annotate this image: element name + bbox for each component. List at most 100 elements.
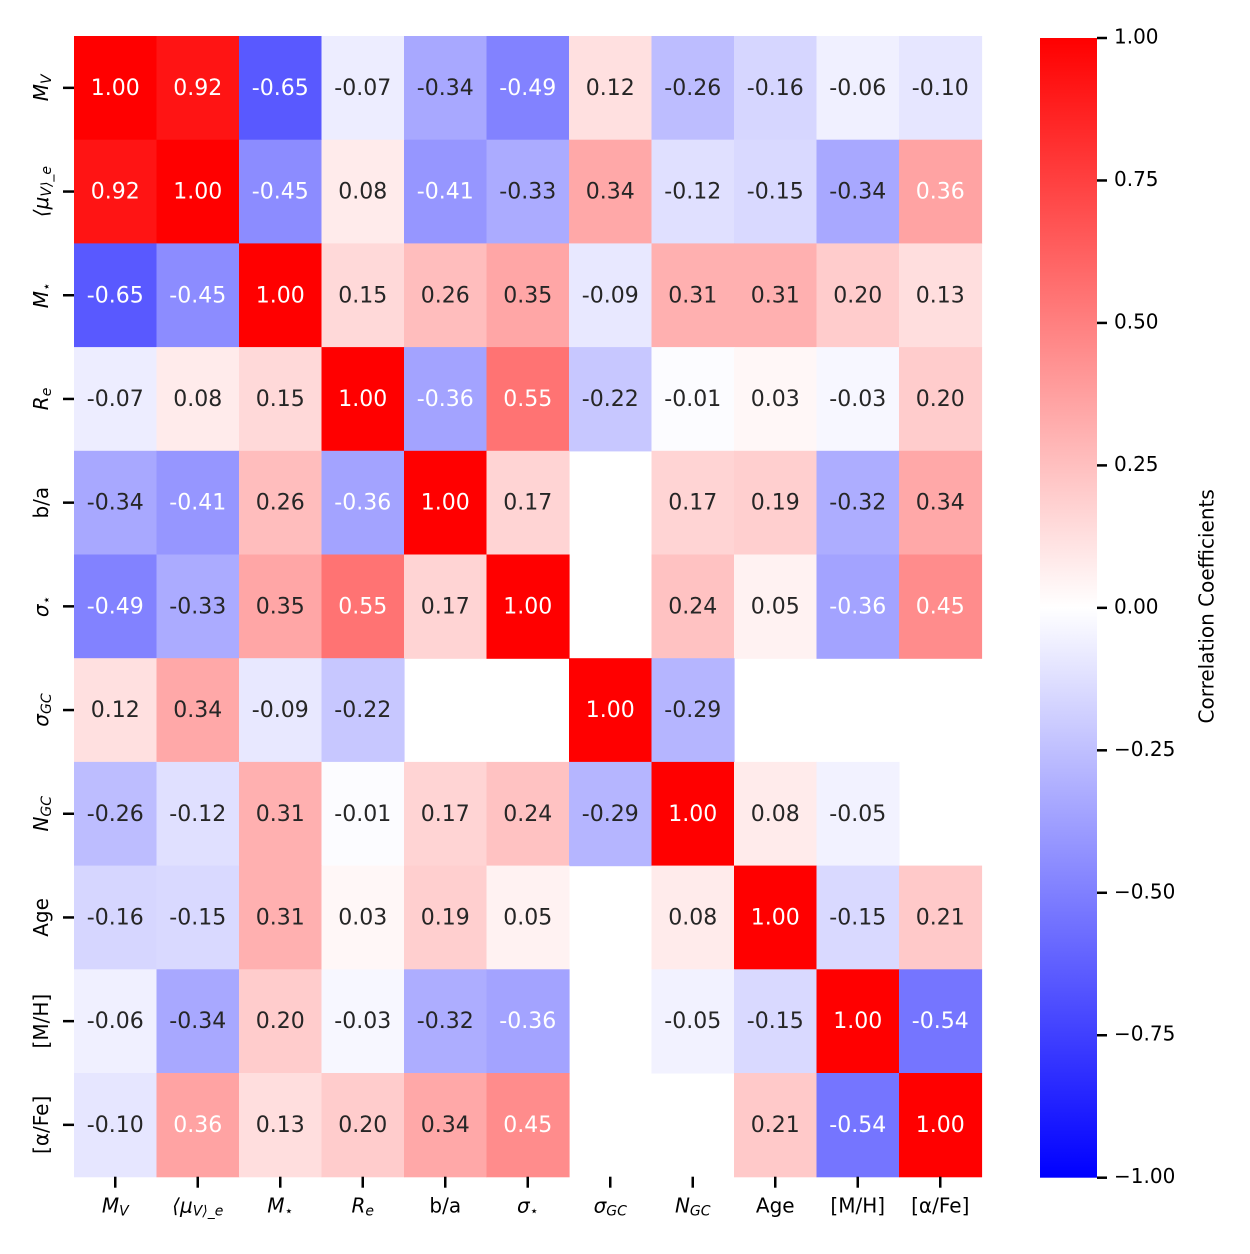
heatmap-cell (486, 865, 570, 970)
heatmap-cell (569, 658, 653, 763)
cell-value-label: -0.45 (252, 180, 309, 205)
heatmap-cell (486, 450, 570, 556)
cell-value-label: 1.00 (421, 491, 470, 516)
cell-value-label: -0.36 (499, 1009, 556, 1034)
cell-value-label: -0.15 (169, 905, 226, 930)
cell-value-label: -0.41 (417, 180, 474, 205)
heatmap-cell (404, 450, 488, 556)
heatmap-cell (321, 450, 405, 556)
cell-value-label: 0.12 (586, 76, 635, 101)
heatmap-cell (74, 347, 158, 452)
cell-value-label: 0.05 (751, 594, 800, 619)
cell-value-label: 0.26 (256, 491, 305, 516)
cell-value-label: 0.17 (421, 802, 470, 827)
heatmap-cell (899, 450, 983, 556)
cell-value-label: 0.08 (338, 180, 387, 205)
cell-value-label: 0.20 (833, 283, 882, 308)
cell-value-label: 0.13 (916, 283, 965, 308)
colorbar-tick-label: −1.00 (1114, 1164, 1175, 1188)
cell-value-label: -0.07 (87, 387, 144, 412)
heatmap-cell (404, 969, 488, 1074)
heatmap-cell (74, 450, 158, 556)
heatmap-cell (569, 347, 653, 452)
cell-value-label: 0.03 (751, 387, 800, 412)
colorbar-ticks: 1.00 0.75 0.50 0.25 0.00 −0.25 −0.50 −0.75 −1.00 (1097, 25, 1175, 1188)
cell-value-label: -0.29 (582, 802, 639, 827)
cell-value-label: -0.06 (829, 76, 886, 101)
cell-value-label: 0.24 (668, 594, 717, 619)
heatmap-cell (899, 1073, 983, 1178)
heatmap-cell (899, 554, 983, 659)
cell-value-label: 0.55 (338, 594, 387, 619)
cell-value-label: 1.00 (668, 802, 717, 827)
cell-value-label: 0.20 (916, 387, 965, 412)
cell-value-label: -0.32 (417, 1009, 474, 1034)
heatmap-cell (321, 554, 405, 659)
cell-value-label: -0.16 (87, 905, 144, 930)
cell-value-label: 0.35 (503, 283, 552, 308)
heatmap-cell (404, 554, 488, 659)
heatmap-cell (404, 1073, 488, 1178)
cell-value-label: 0.92 (173, 76, 222, 101)
heatmap-cell (651, 450, 735, 556)
cell-value-label: 1.00 (586, 698, 635, 723)
heatmap-cell (239, 761, 323, 867)
heatmap-cell (321, 761, 405, 867)
heatmap-cell (816, 347, 900, 452)
heatmap-cell (239, 554, 323, 659)
heatmap-cell (816, 865, 900, 970)
heatmap-cell (734, 450, 818, 556)
cell-value-label: -0.26 (664, 76, 721, 101)
heatmap-cell (156, 36, 240, 141)
heatmap-cell (74, 1073, 158, 1178)
cell-value-label: 0.20 (256, 1009, 305, 1034)
heatmap-cell (74, 36, 158, 141)
cell-value-label: 1.00 (916, 1113, 965, 1138)
cell-value-label: -0.41 (169, 491, 226, 516)
heatmap-cell (899, 139, 983, 244)
heatmap-cell (239, 347, 323, 452)
heatmap-cell (569, 36, 653, 141)
heatmap-cell (404, 139, 488, 244)
y-tick-label: b/a (29, 487, 53, 519)
heatmap-cell (239, 969, 323, 1074)
cell-value-label: -0.12 (664, 180, 721, 205)
heatmap-cell (74, 243, 158, 348)
cell-value-label: -0.36 (417, 387, 474, 412)
heatmap-cell (816, 243, 900, 348)
heatmap-cell (239, 658, 323, 763)
colorbar-tick-label: 0.25 (1114, 452, 1159, 476)
cell-value-label: 0.92 (91, 180, 140, 205)
heatmap-cell (651, 243, 735, 348)
cell-value-label: 0.34 (586, 180, 635, 205)
y-tick-label: σGC (29, 693, 56, 727)
heatmap-cell (74, 969, 158, 1074)
cell-value-label: 1.00 (338, 387, 387, 412)
heatmap-cell (734, 554, 818, 659)
y-tick-label: ⟨μV⟩_e (29, 166, 56, 217)
x-tick-label: MV (102, 1193, 130, 1220)
cell-value-label: -0.34 (169, 1009, 226, 1034)
cell-value-label: -0.09 (252, 698, 309, 723)
heatmap-cell (899, 969, 983, 1074)
colorbar-tick-label: −0.75 (1114, 1022, 1175, 1046)
heatmap-cell (321, 243, 405, 348)
cell-value-label: -0.54 (912, 1009, 969, 1034)
cell-value-label: 0.36 (173, 1113, 222, 1138)
y-tick-label: MV (29, 73, 56, 101)
heatmap-cell (486, 969, 570, 1074)
cell-value-label: 0.45 (916, 594, 965, 619)
heatmap-cell (816, 450, 900, 556)
heatmap-cell (74, 139, 158, 244)
cell-value-label: 0.45 (503, 1113, 552, 1138)
heatmap-cell (74, 554, 158, 659)
cell-value-label: 0.20 (338, 1113, 387, 1138)
heatmap-cell (404, 347, 488, 452)
cell-value-label: 0.34 (421, 1113, 470, 1138)
cell-value-label: 0.17 (503, 491, 552, 516)
cell-value-label: 0.08 (751, 802, 800, 827)
heatmap-cell (816, 554, 900, 659)
heatmap-cells (74, 36, 983, 1178)
heatmap-cell (321, 36, 405, 141)
